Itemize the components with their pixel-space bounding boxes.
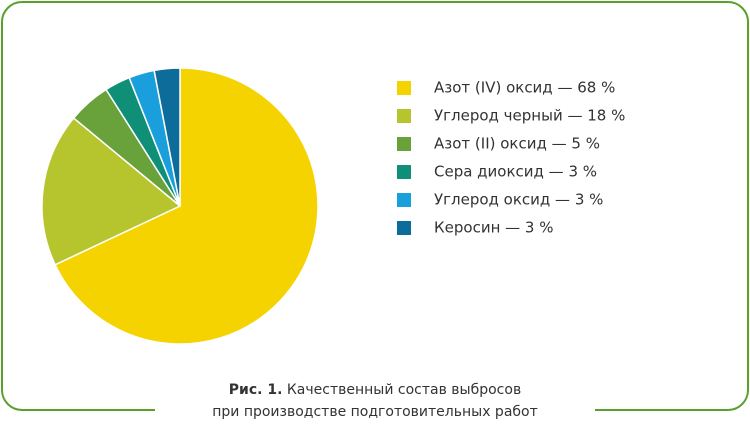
legend-swatch [397,81,411,95]
legend-swatch [397,221,411,235]
pie-slice [153,67,181,207]
frame [1,1,749,411]
legend-swatch [397,165,411,179]
pie-slice [41,116,182,266]
legend-swatch [397,137,411,151]
legend-label: Азот (II) оксид — 5 % [434,135,600,153]
legend-label: Сера диоксид — 3 % [434,163,597,181]
pie-slice [54,67,319,345]
legend-swatch [397,109,411,123]
legend-label: Углерод оксид — 3 % [434,191,603,209]
caption-line: при производстве подготовительных работ [212,404,538,420]
caption-label: Рис. 1. [229,382,283,398]
caption-line: Качественный состав выбросов [287,382,521,398]
legend-swatch [397,193,411,207]
caption: Рис. 1. Качественный состав выбросов [229,382,521,398]
legend-label: Углерод черный — 18 % [434,107,625,125]
legend-label: Азот (IV) оксид — 68 % [434,79,615,97]
legend-label: Керосин — 3 % [434,219,553,237]
